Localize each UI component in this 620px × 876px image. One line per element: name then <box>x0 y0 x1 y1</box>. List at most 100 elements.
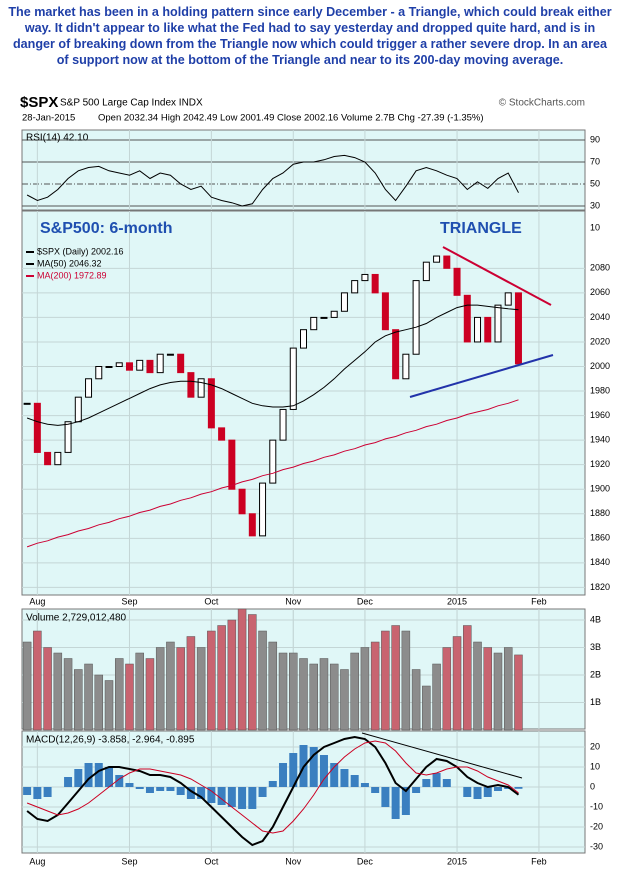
histogram-bar <box>125 783 134 787</box>
candle <box>392 329 400 380</box>
histogram-bar <box>442 779 451 787</box>
volume-bar <box>94 674 104 731</box>
histogram-bar <box>166 787 175 791</box>
volume-bar <box>104 680 114 731</box>
y-tick-label: 1920 <box>590 459 610 469</box>
histogram-bar <box>176 787 185 795</box>
y-tick-label: 1960 <box>590 410 610 420</box>
candle <box>33 402 41 453</box>
histogram-bar <box>115 775 124 787</box>
candle <box>433 255 441 263</box>
candle <box>412 280 420 355</box>
macd-line <box>26 740 519 834</box>
candle <box>453 267 461 296</box>
candle <box>504 292 512 306</box>
histogram-bar <box>43 787 52 797</box>
trendline-macd <box>361 732 523 779</box>
candle <box>514 292 522 365</box>
histogram-bar <box>84 763 93 787</box>
legend-label: $SPX (Daily) 2002.16 <box>37 246 124 256</box>
date: 28-Jan-2015 <box>22 113 75 124</box>
histogram-bar <box>248 787 257 809</box>
y-tick-label: -20 <box>590 821 603 831</box>
volume-bar <box>278 652 288 731</box>
y-tick-label: 2020 <box>590 336 610 346</box>
symbol: $SPX <box>20 94 58 111</box>
histogram-bar <box>238 787 247 809</box>
candle <box>422 261 430 282</box>
candle <box>177 353 185 374</box>
volume-bar <box>43 647 52 731</box>
histogram-bar <box>207 787 216 803</box>
volume-bar <box>114 658 124 731</box>
volume-bar <box>422 685 431 731</box>
legend-label: MA(200) 1972.89 <box>37 270 107 280</box>
y-tick-label: 1820 <box>590 582 610 592</box>
y-tick-label: 4B <box>590 614 601 624</box>
candle <box>44 451 52 466</box>
volume-bar <box>33 630 42 731</box>
candle <box>248 513 256 537</box>
candle <box>361 273 369 282</box>
histogram-bar <box>145 787 154 793</box>
histogram-bar <box>412 787 421 793</box>
histogram-bar <box>514 787 523 789</box>
candle <box>115 362 123 367</box>
y-tick-label: 90 <box>590 134 600 144</box>
y-tick-label: 1900 <box>590 484 610 494</box>
volume-bar <box>432 663 441 731</box>
volume-bar <box>125 663 134 731</box>
source: © StockCharts.com <box>499 98 585 109</box>
y-tick-label: 1880 <box>590 508 610 518</box>
x-tick-label: Sep <box>121 856 137 866</box>
volume-bar <box>176 647 185 731</box>
volume-bar <box>248 614 257 731</box>
x-tick-label: Dec <box>357 856 374 866</box>
candle <box>351 280 359 294</box>
histogram-bar <box>94 763 103 787</box>
histogram-bar <box>135 787 144 789</box>
histogram-bar <box>258 787 267 797</box>
candle <box>95 366 103 380</box>
histogram-bar <box>422 779 431 787</box>
x-tick-label: Nov <box>285 596 302 606</box>
x-tick-label: Oct <box>204 856 219 866</box>
panel-title: RSI(14) 42.10 <box>26 133 89 144</box>
trendline-lower <box>409 354 554 398</box>
volume-bar <box>258 630 267 731</box>
volume-bar <box>63 658 73 731</box>
candle <box>320 316 328 319</box>
histogram-bar <box>279 763 288 787</box>
candle <box>463 294 471 343</box>
histogram-bar <box>268 781 277 787</box>
x-tick-label: Dec <box>357 596 374 606</box>
histogram-bar <box>473 787 482 799</box>
panel <box>21 129 586 211</box>
histogram-bar <box>340 769 349 787</box>
candle <box>371 273 379 294</box>
x-tick-label: Feb <box>531 596 547 606</box>
candle <box>166 353 174 356</box>
volume-bar <box>22 641 32 731</box>
candle <box>207 378 215 429</box>
y-tick-label: 2060 <box>590 287 610 297</box>
volume-bar <box>452 636 462 731</box>
histogram-bar <box>33 787 42 799</box>
volume-bar <box>329 663 339 731</box>
histogram-bar <box>381 787 390 807</box>
annotation: TRIANGLE <box>440 220 522 237</box>
candle <box>443 255 451 269</box>
candle <box>330 310 338 318</box>
y-tick-label: 50 <box>590 178 600 188</box>
candle <box>74 396 82 423</box>
volume-bar <box>370 641 380 731</box>
volume-bar <box>360 647 370 731</box>
candle <box>187 372 195 398</box>
candle <box>64 421 72 453</box>
volume-bar <box>442 647 452 731</box>
y-tick-label: 1940 <box>590 435 610 445</box>
volume-bar <box>463 625 472 731</box>
volume-bar <box>350 652 359 731</box>
panel-title: MACD(12,26,9) -3.858, -2.964, -0.895 <box>26 735 195 746</box>
volume-bar <box>166 641 175 731</box>
